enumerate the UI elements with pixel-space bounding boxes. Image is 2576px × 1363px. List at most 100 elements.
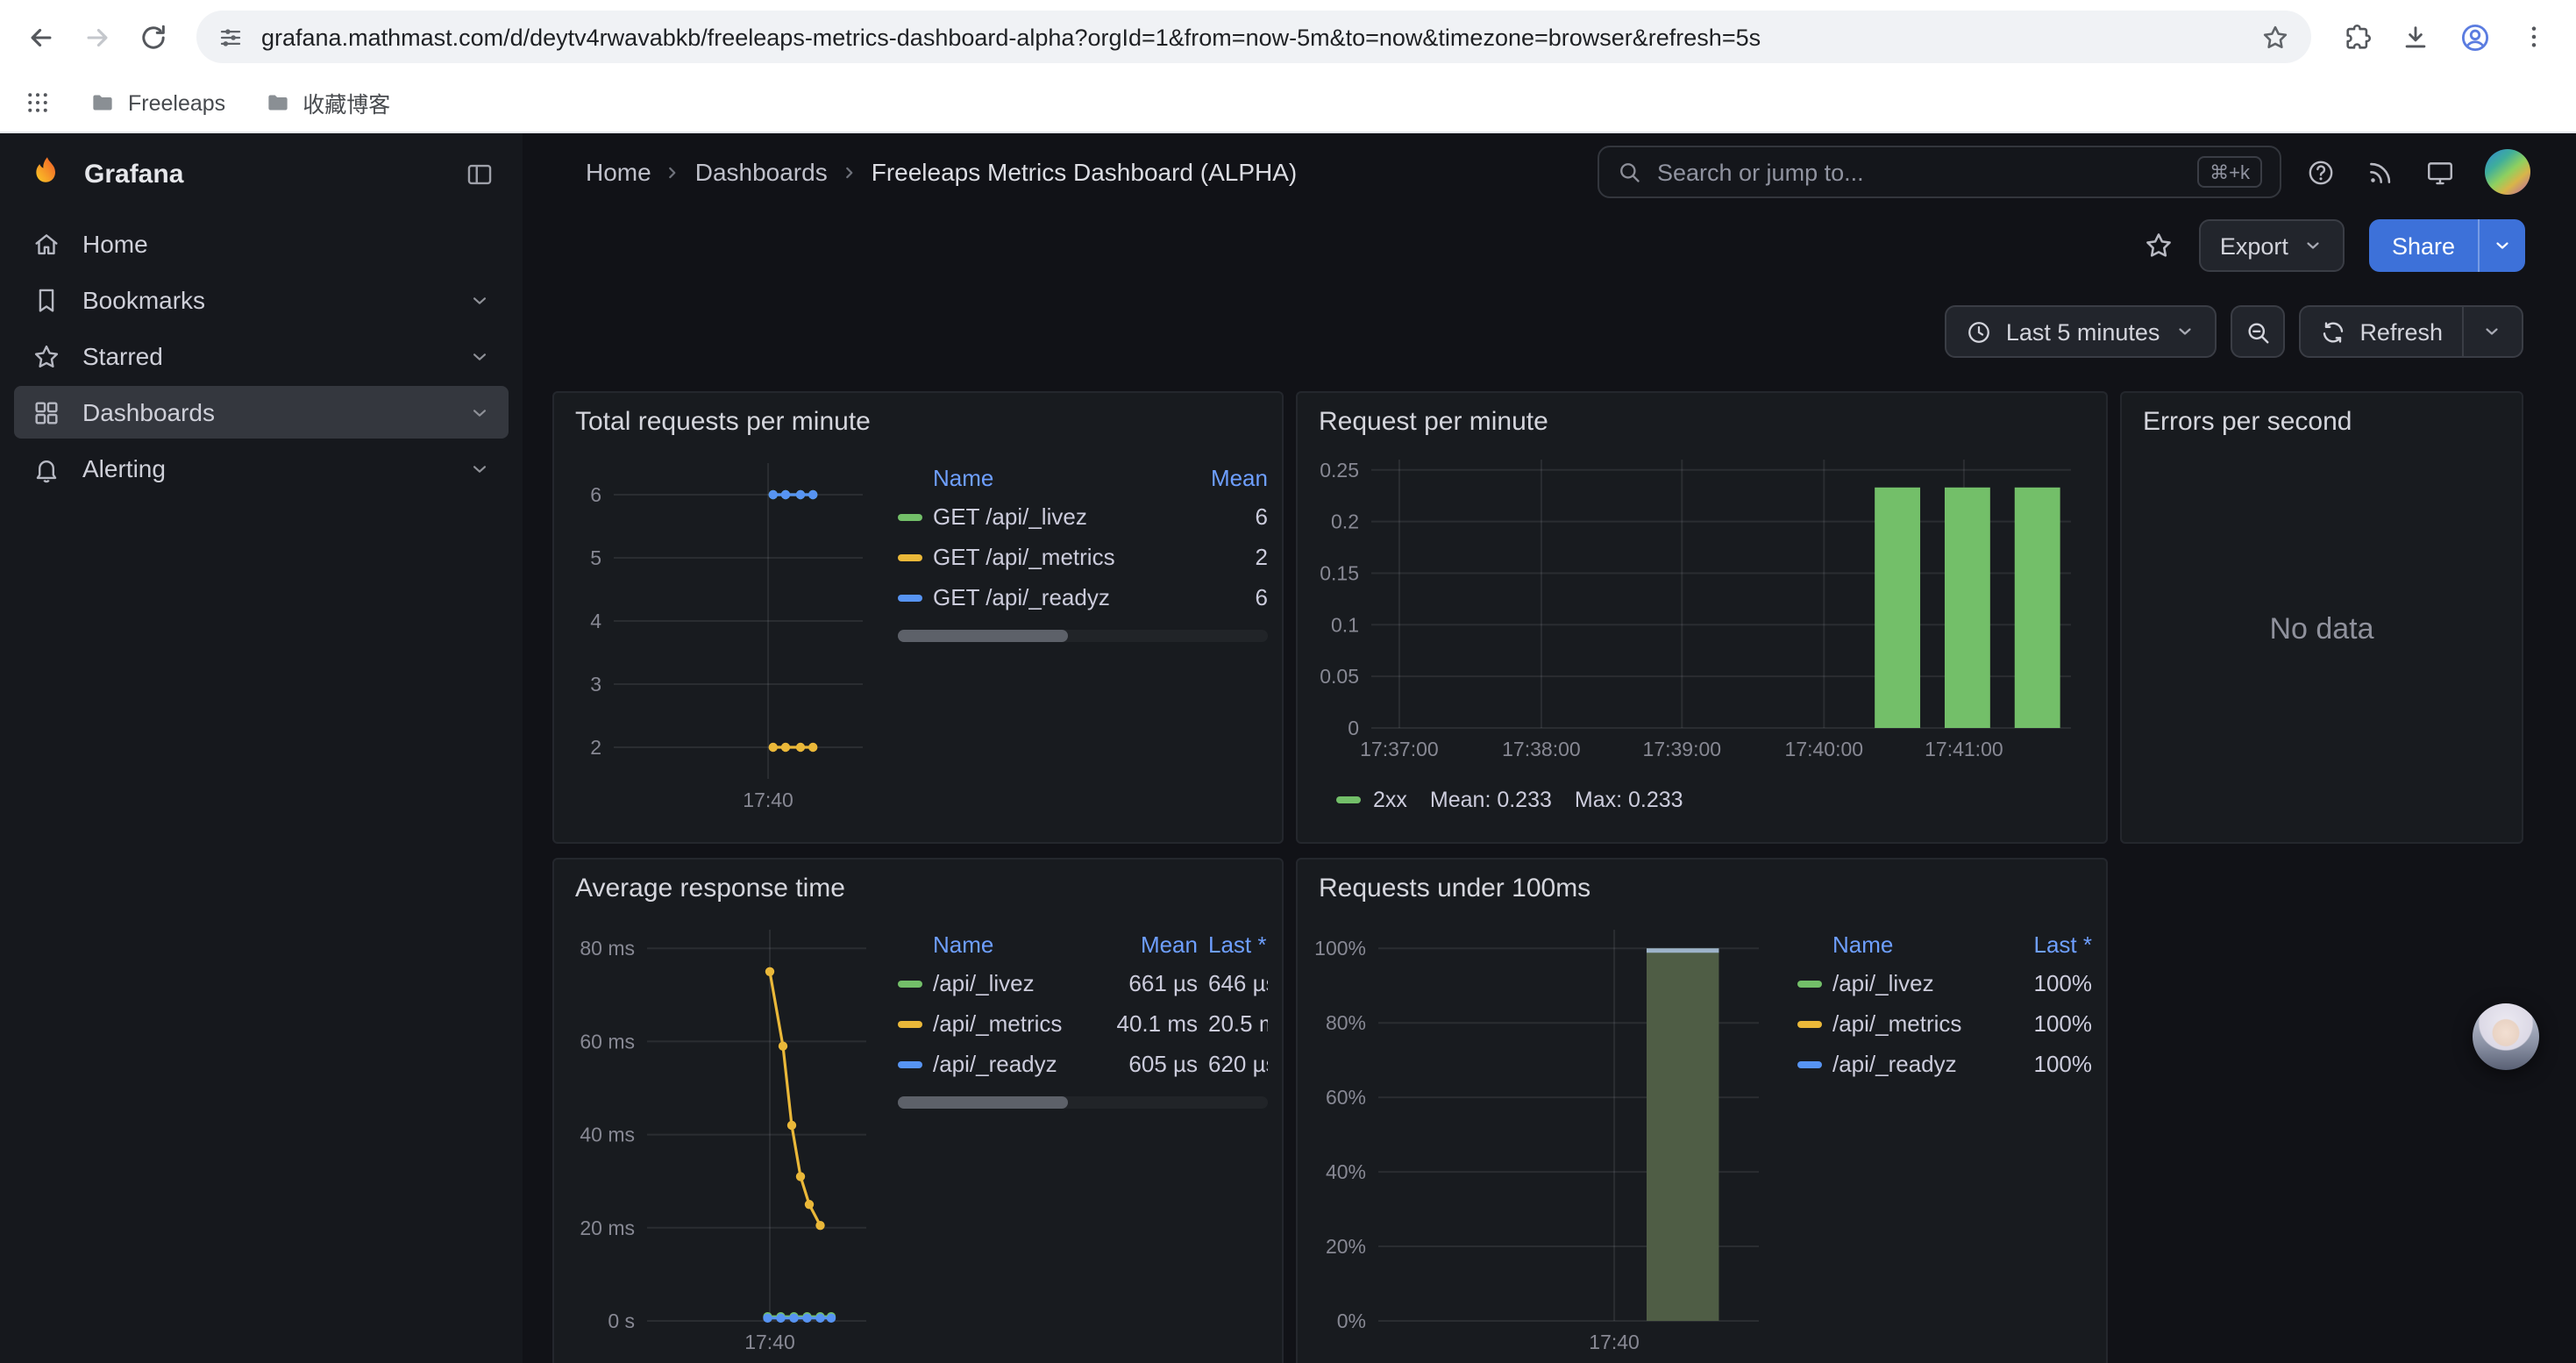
legend-header-mean[interactable]: Mean <box>1210 464 1268 490</box>
forward-button[interactable] <box>70 11 123 63</box>
url-text[interactable]: grafana.mathmast.com/d/deytv4rwavabkb/fr… <box>261 24 1761 50</box>
refresh-button[interactable]: Refresh <box>2298 305 2523 358</box>
news-rss-icon[interactable] <box>2366 157 2395 187</box>
zoom-out-button[interactable] <box>2230 305 2285 358</box>
breadcrumb: Home Dashboards Freeleaps Metrics Dashbo… <box>586 158 1297 186</box>
app-header: Home Dashboards Freeleaps Metrics Dashbo… <box>523 133 2576 211</box>
downloads-icon[interactable] <box>2401 22 2430 52</box>
sidebar-item-starred[interactable]: Starred <box>14 330 509 382</box>
profile-icon[interactable] <box>2459 20 2492 54</box>
share-button[interactable]: Share <box>2391 232 2455 259</box>
brand-name: Grafana <box>84 159 184 189</box>
apps-grid-icon[interactable] <box>25 89 51 116</box>
sidebar-item-bookmarks[interactable]: Bookmarks <box>14 274 509 326</box>
legend-row[interactable]: /api/_readyz 100% <box>1797 1044 2092 1084</box>
scrollbar-thumb[interactable] <box>898 630 1069 642</box>
extensions-icon[interactable] <box>2343 22 2373 52</box>
panel-total-requests: Total requests per minute 2 3 4 5 6 17:40 Nam… <box>552 391 1284 844</box>
chevron-down-icon[interactable] <box>468 345 491 368</box>
legend-scrollbar[interactable] <box>898 1096 1268 1109</box>
svg-text:0.1: 0.1 <box>1331 613 1359 636</box>
legend-row[interactable]: /api/_livez 100% <box>1797 963 2092 1003</box>
time-range-picker[interactable]: Last 5 minutes <box>1944 305 2217 358</box>
series-color-indicator <box>1797 1060 1822 1067</box>
breadcrumb-dashboards[interactable]: Dashboards <box>694 158 828 186</box>
url-bar[interactable]: grafana.mathmast.com/d/deytv4rwavabkb/fr… <box>196 11 2311 63</box>
folder-icon <box>264 89 290 116</box>
avg-response-time-chart[interactable]: 0 s 20 ms 40 ms 60 ms 80 ms 17:40 <box>568 916 877 1363</box>
header-icons <box>2306 149 2537 195</box>
panel-title[interactable]: Average response time <box>575 874 845 903</box>
legend-header-last[interactable]: Last * <box>2033 931 2093 957</box>
svg-text:60 ms: 60 ms <box>580 1030 635 1053</box>
svg-text:40 ms: 40 ms <box>580 1124 635 1146</box>
legend-scrollbar[interactable] <box>898 630 1268 642</box>
clock-icon <box>1966 318 1992 345</box>
grafana-logo-icon[interactable] <box>28 154 67 193</box>
svg-text:17:40:00: 17:40:00 <box>1785 738 1864 760</box>
export-button[interactable]: Export <box>2198 219 2345 272</box>
dock-menu-icon[interactable] <box>465 159 495 189</box>
svg-text:80%: 80% <box>1326 1011 1366 1034</box>
legend-header-name[interactable]: Name <box>933 464 994 490</box>
chevron-down-icon[interactable] <box>468 289 491 311</box>
svg-text:100%: 100% <box>1314 937 1366 960</box>
svg-text:17:40: 17:40 <box>744 1331 795 1353</box>
legend-row[interactable]: /api/_livez 661 µs 646 µs <box>898 963 1268 1003</box>
chevron-right-icon <box>664 162 683 182</box>
panel-title[interactable]: Errors per second <box>2143 407 2352 437</box>
scrollbar-thumb[interactable] <box>898 1096 1069 1109</box>
bookmark-folder-blogs[interactable]: 收藏博客 <box>264 86 390 119</box>
chevron-down-icon[interactable] <box>468 401 491 424</box>
sidebar-item-alerting[interactable]: Alerting <box>14 442 509 495</box>
legend-row[interactable]: /api/_readyz 605 µs 620 µs <box>898 1044 1268 1084</box>
legend-row[interactable]: GET /api/_livez 6 <box>898 496 1268 537</box>
share-menu-button[interactable] <box>2478 219 2525 272</box>
legend-row[interactable]: /api/_metrics 40.1 ms 20.5 ms <box>898 1003 1268 1044</box>
search-input[interactable]: Search or jump to... ⌘+k <box>1598 146 2281 198</box>
refresh-interval-menu[interactable] <box>2481 321 2502 342</box>
sidebar-item-home[interactable]: Home <box>14 218 509 270</box>
legend-header-name[interactable]: Name <box>1832 931 1894 957</box>
chevron-down-icon[interactable] <box>468 457 491 480</box>
series-color-indicator <box>898 1060 922 1067</box>
breadcrumb-home[interactable]: Home <box>586 158 651 186</box>
assistant-avatar[interactable] <box>2473 1003 2539 1070</box>
sidebar-item-dashboards[interactable]: Dashboards <box>14 386 509 439</box>
legend-series[interactable]: 2xx <box>1336 788 1407 812</box>
back-button[interactable] <box>14 11 67 63</box>
help-icon[interactable] <box>2306 157 2336 187</box>
requests-under-100ms-chart[interactable]: 0% 20% 40% 60% 80% 100% 17:40 <box>1312 916 1776 1363</box>
site-settings-icon[interactable] <box>217 24 244 50</box>
panel-title[interactable]: Total requests per minute <box>575 407 871 437</box>
bell-icon <box>32 453 61 483</box>
legend-header-name[interactable]: Name <box>933 931 994 957</box>
svg-text:17:40: 17:40 <box>1589 1331 1640 1353</box>
chevron-down-icon <box>2302 235 2323 256</box>
legend-row[interactable]: GET /api/_metrics 2 <box>898 537 1268 577</box>
panel-title[interactable]: Requests under 100ms <box>1319 874 1591 903</box>
total-requests-chart[interactable]: 2 3 4 5 6 17:40 <box>568 449 877 821</box>
request-per-minute-chart[interactable]: 0 0.05 0.1 0.15 0.2 0.25 17:37:00 17:38:00 17:39… <box>1312 449 2096 770</box>
series-color-indicator <box>1797 1020 1822 1027</box>
series-color-indicator <box>898 980 922 987</box>
folder-icon <box>89 89 116 116</box>
legend-header-mean[interactable]: Mean <box>1140 931 1198 957</box>
svg-text:20%: 20% <box>1326 1235 1366 1258</box>
legend-row[interactable]: /api/_metrics 100% <box>1797 1003 2092 1044</box>
browser-menu-icon[interactable] <box>2520 23 2548 51</box>
bookmark-folder-freeleaps[interactable]: Freeleaps <box>89 89 225 116</box>
favorite-star-icon[interactable] <box>2143 230 2174 261</box>
display-icon[interactable] <box>2425 157 2455 187</box>
panel-title[interactable]: Request per minute <box>1319 407 1548 437</box>
legend-table: Name Mean Last * /api/_livez 661 µs 646 … <box>898 924 1268 1363</box>
legend-header-last[interactable]: Last * <box>1208 931 1267 957</box>
user-avatar[interactable] <box>2485 149 2530 195</box>
svg-text:5: 5 <box>590 546 601 569</box>
legend-row[interactable]: GET /api/_readyz 6 <box>898 577 1268 617</box>
bookmark-label: 收藏博客 <box>302 93 391 118</box>
reload-button[interactable] <box>126 11 179 63</box>
bookmark-star-icon[interactable] <box>2260 22 2290 52</box>
bookmark-icon <box>32 285 61 315</box>
